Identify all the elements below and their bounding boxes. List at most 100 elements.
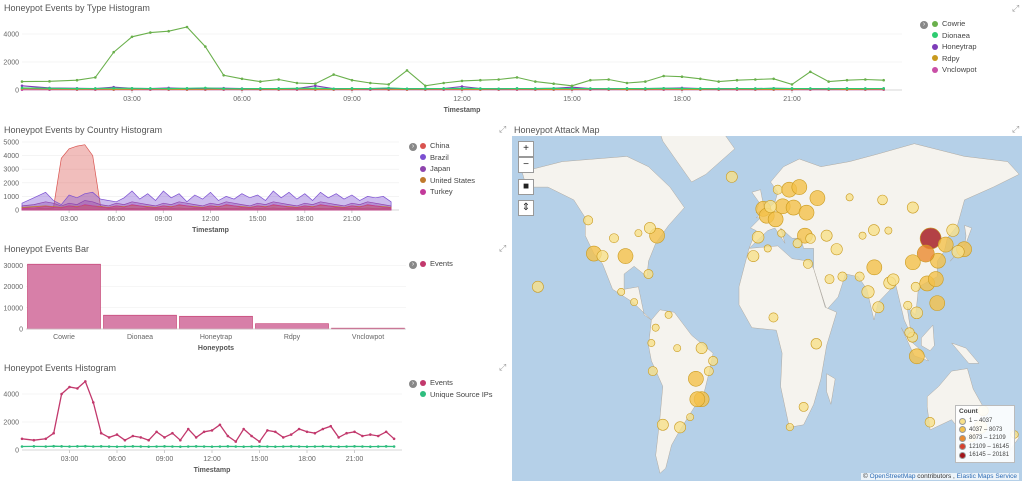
legend-item[interactable]: Dionaea <box>932 30 977 42</box>
legend-toggle-icon[interactable]: › <box>920 21 928 29</box>
bar-honeytrap <box>179 315 253 330</box>
data-point <box>337 445 340 448</box>
fit-bounds-button[interactable]: ⇕ <box>518 200 534 216</box>
data-point <box>130 35 134 39</box>
legend-item[interactable]: United States <box>420 175 475 187</box>
legend-swatch <box>420 154 426 161</box>
legend-item[interactable]: Turkey <box>420 186 475 198</box>
legend-item[interactable]: Events <box>420 377 493 389</box>
data-point <box>424 87 427 90</box>
legend-swatch <box>420 165 426 172</box>
expand-icon[interactable]: ⤢ <box>499 124 507 134</box>
data-point <box>107 445 111 448</box>
legend-swatch <box>932 55 938 62</box>
legend-item[interactable]: Cowrie <box>932 18 977 30</box>
legend-swatch <box>420 379 426 386</box>
land-mass <box>826 373 836 405</box>
attack-map[interactable] <box>512 136 1022 481</box>
legend-swatch <box>932 20 938 27</box>
legend-item[interactable]: Vnclowpot <box>932 64 977 76</box>
data-point <box>186 427 190 431</box>
attack-marker <box>820 229 833 242</box>
x-tick-label: 18:00 <box>298 456 316 463</box>
x-tick-label: 18:00 <box>673 96 691 103</box>
expand-icon[interactable]: ⤢ <box>1012 124 1020 134</box>
attack-marker <box>644 222 656 234</box>
zoom-in-button[interactable]: + <box>518 141 534 157</box>
data-point <box>99 445 103 448</box>
data-point <box>295 81 299 85</box>
attack-marker <box>596 250 609 263</box>
data-point <box>534 80 537 83</box>
zoom-out-button[interactable]: − <box>518 157 534 173</box>
data-point <box>194 436 198 439</box>
data-point <box>405 69 409 72</box>
legend-item[interactable]: Unique Source IPs <box>420 389 493 401</box>
data-point <box>345 431 348 435</box>
data-point <box>329 445 333 448</box>
attack-marker <box>837 271 848 282</box>
attack-marker <box>763 244 772 253</box>
attack-marker <box>937 236 954 253</box>
expand-icon[interactable]: ⤢ <box>499 362 507 372</box>
x-tick-label: 12:00 <box>202 216 220 223</box>
attack-marker <box>854 271 865 282</box>
expand-icon[interactable]: ⤢ <box>499 243 507 253</box>
data-point <box>115 445 119 448</box>
x-tick-label: 06:00 <box>233 96 251 103</box>
legend-swatch <box>932 66 938 73</box>
data-point <box>226 445 230 448</box>
attack-marker <box>767 211 784 228</box>
x-tick-label: 06:00 <box>108 456 126 463</box>
legend-toggle-icon[interactable]: › <box>409 261 417 269</box>
type-hist-title: Honeypot Events by Type Histogram <box>4 3 150 13</box>
data-point <box>809 70 812 74</box>
data-point <box>662 74 665 78</box>
data-point <box>827 87 830 91</box>
attack-marker <box>905 254 921 271</box>
legend-item[interactable]: China <box>420 140 475 152</box>
draw-rectangle-button[interactable]: ■ <box>518 179 534 195</box>
data-point <box>297 445 301 448</box>
data-point <box>75 78 79 82</box>
data-point <box>717 80 720 83</box>
osm-link[interactable]: OpenStreetMap <box>869 473 916 480</box>
x-tick-label: 09:00 <box>155 216 173 223</box>
attack-marker <box>792 238 803 249</box>
data-point <box>185 25 189 29</box>
attack-marker <box>924 417 936 428</box>
legend-item[interactable]: Events <box>420 258 453 270</box>
data-point <box>497 87 500 91</box>
legend-item[interactable]: Rdpy <box>932 53 977 65</box>
data-point <box>218 423 222 427</box>
x-tick-label: 09:00 <box>156 456 174 463</box>
data-point <box>515 87 519 90</box>
data-point <box>460 79 464 83</box>
series-area-turkey <box>21 204 392 211</box>
legend-item[interactable]: Honeytrap <box>932 41 977 53</box>
data-point <box>361 445 364 448</box>
data-point <box>589 78 592 82</box>
data-point <box>202 430 206 434</box>
data-point <box>44 445 48 448</box>
data-point <box>337 436 340 439</box>
legend-swatch <box>420 177 426 184</box>
data-point <box>131 445 135 448</box>
data-point <box>167 29 170 33</box>
data-point <box>112 86 115 90</box>
data-point <box>314 84 317 88</box>
data-point <box>625 81 629 85</box>
data-point <box>32 445 36 448</box>
legend-item[interactable]: Brazil <box>420 152 475 164</box>
map-canvas[interactable] <box>512 136 1022 481</box>
data-point <box>442 81 445 85</box>
ems-link[interactable]: Elastic Maps Service <box>956 473 1017 480</box>
expand-icon[interactable]: ⤢ <box>1012 3 1020 13</box>
legend-toggle-icon[interactable]: › <box>409 380 417 388</box>
attack-marker <box>725 170 738 183</box>
legend-item[interactable]: Japan <box>420 163 475 175</box>
data-point <box>147 445 150 448</box>
events-bar-title: Honeypot Events Bar <box>4 244 90 254</box>
legend-toggle-icon[interactable]: › <box>409 143 417 151</box>
y-tick-label: 30000 <box>4 263 24 270</box>
